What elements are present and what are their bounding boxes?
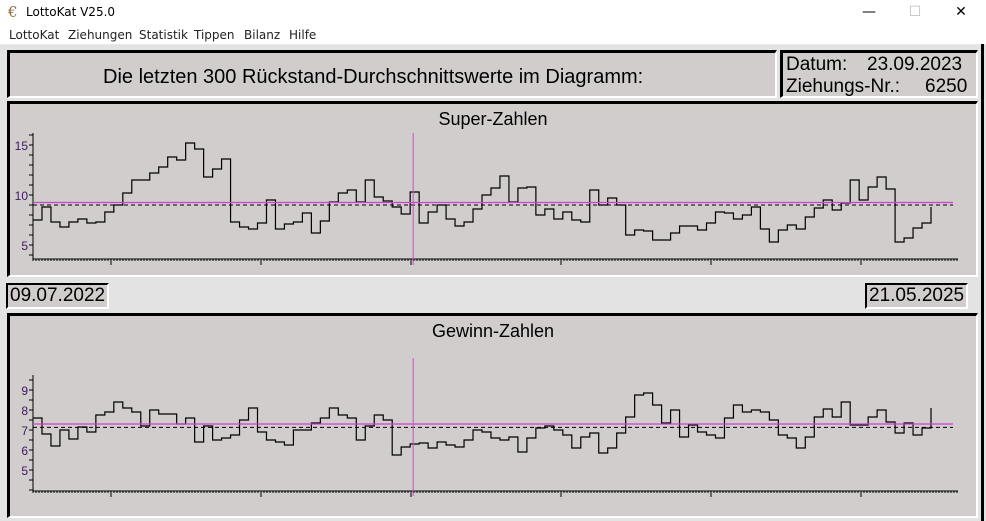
draw-info-panel: Datum: 23.09.2023 Ziehungs-Nr.: 6250 — [780, 50, 978, 98]
ziehung-label: Ziehungs-Nr.: — [786, 76, 901, 97]
menu-hilfe[interactable]: Hilfe — [289, 28, 317, 42]
menu-statistik[interactable]: Statistik — [139, 28, 188, 42]
window-title: LottoKat V25.0 — [26, 5, 116, 19]
start-date: 09.07.2022 — [6, 283, 110, 309]
euro-icon: € — [8, 3, 18, 21]
menu-ziehungen[interactable]: Ziehungen — [68, 28, 133, 42]
datum-value: 23.09.2023 — [867, 54, 963, 75]
menu-tippen[interactable]: Tippen — [194, 28, 235, 42]
maximize-button[interactable]: ☐ — [908, 4, 922, 20]
super-zahlen-panel: Super-Zahlen — [7, 101, 978, 277]
headline-panel: Die letzten 300 Rückstand-Durchschnittsw… — [7, 50, 777, 98]
menu-bilanz[interactable]: Bilanz — [244, 28, 281, 42]
end-date: 21.05.2025 — [865, 283, 969, 309]
chart-title-gewinn: Gewinn-Zahlen — [431, 321, 555, 341]
menu-lottokat[interactable]: LottoKat — [9, 28, 60, 42]
menu-bar: LottoKat Ziehungen Statistik Tippen Bila… — [0, 25, 986, 45]
window-edge — [981, 44, 984, 521]
ziehung-value: 6250 — [925, 76, 968, 97]
datum-label: Datum: — [786, 54, 848, 75]
close-button[interactable]: ✕ — [955, 4, 967, 20]
chart-title-super: Super-Zahlen — [438, 109, 548, 129]
minimize-button[interactable]: — — [862, 4, 876, 20]
title-bar: € LottoKat V25.0 — ☐ ✕ — [0, 0, 986, 25]
gewinn-zahlen-panel: Gewinn-Zahlen — [7, 313, 978, 518]
headline: Die letzten 300 Rückstand-Durchschnittsw… — [103, 66, 644, 88]
